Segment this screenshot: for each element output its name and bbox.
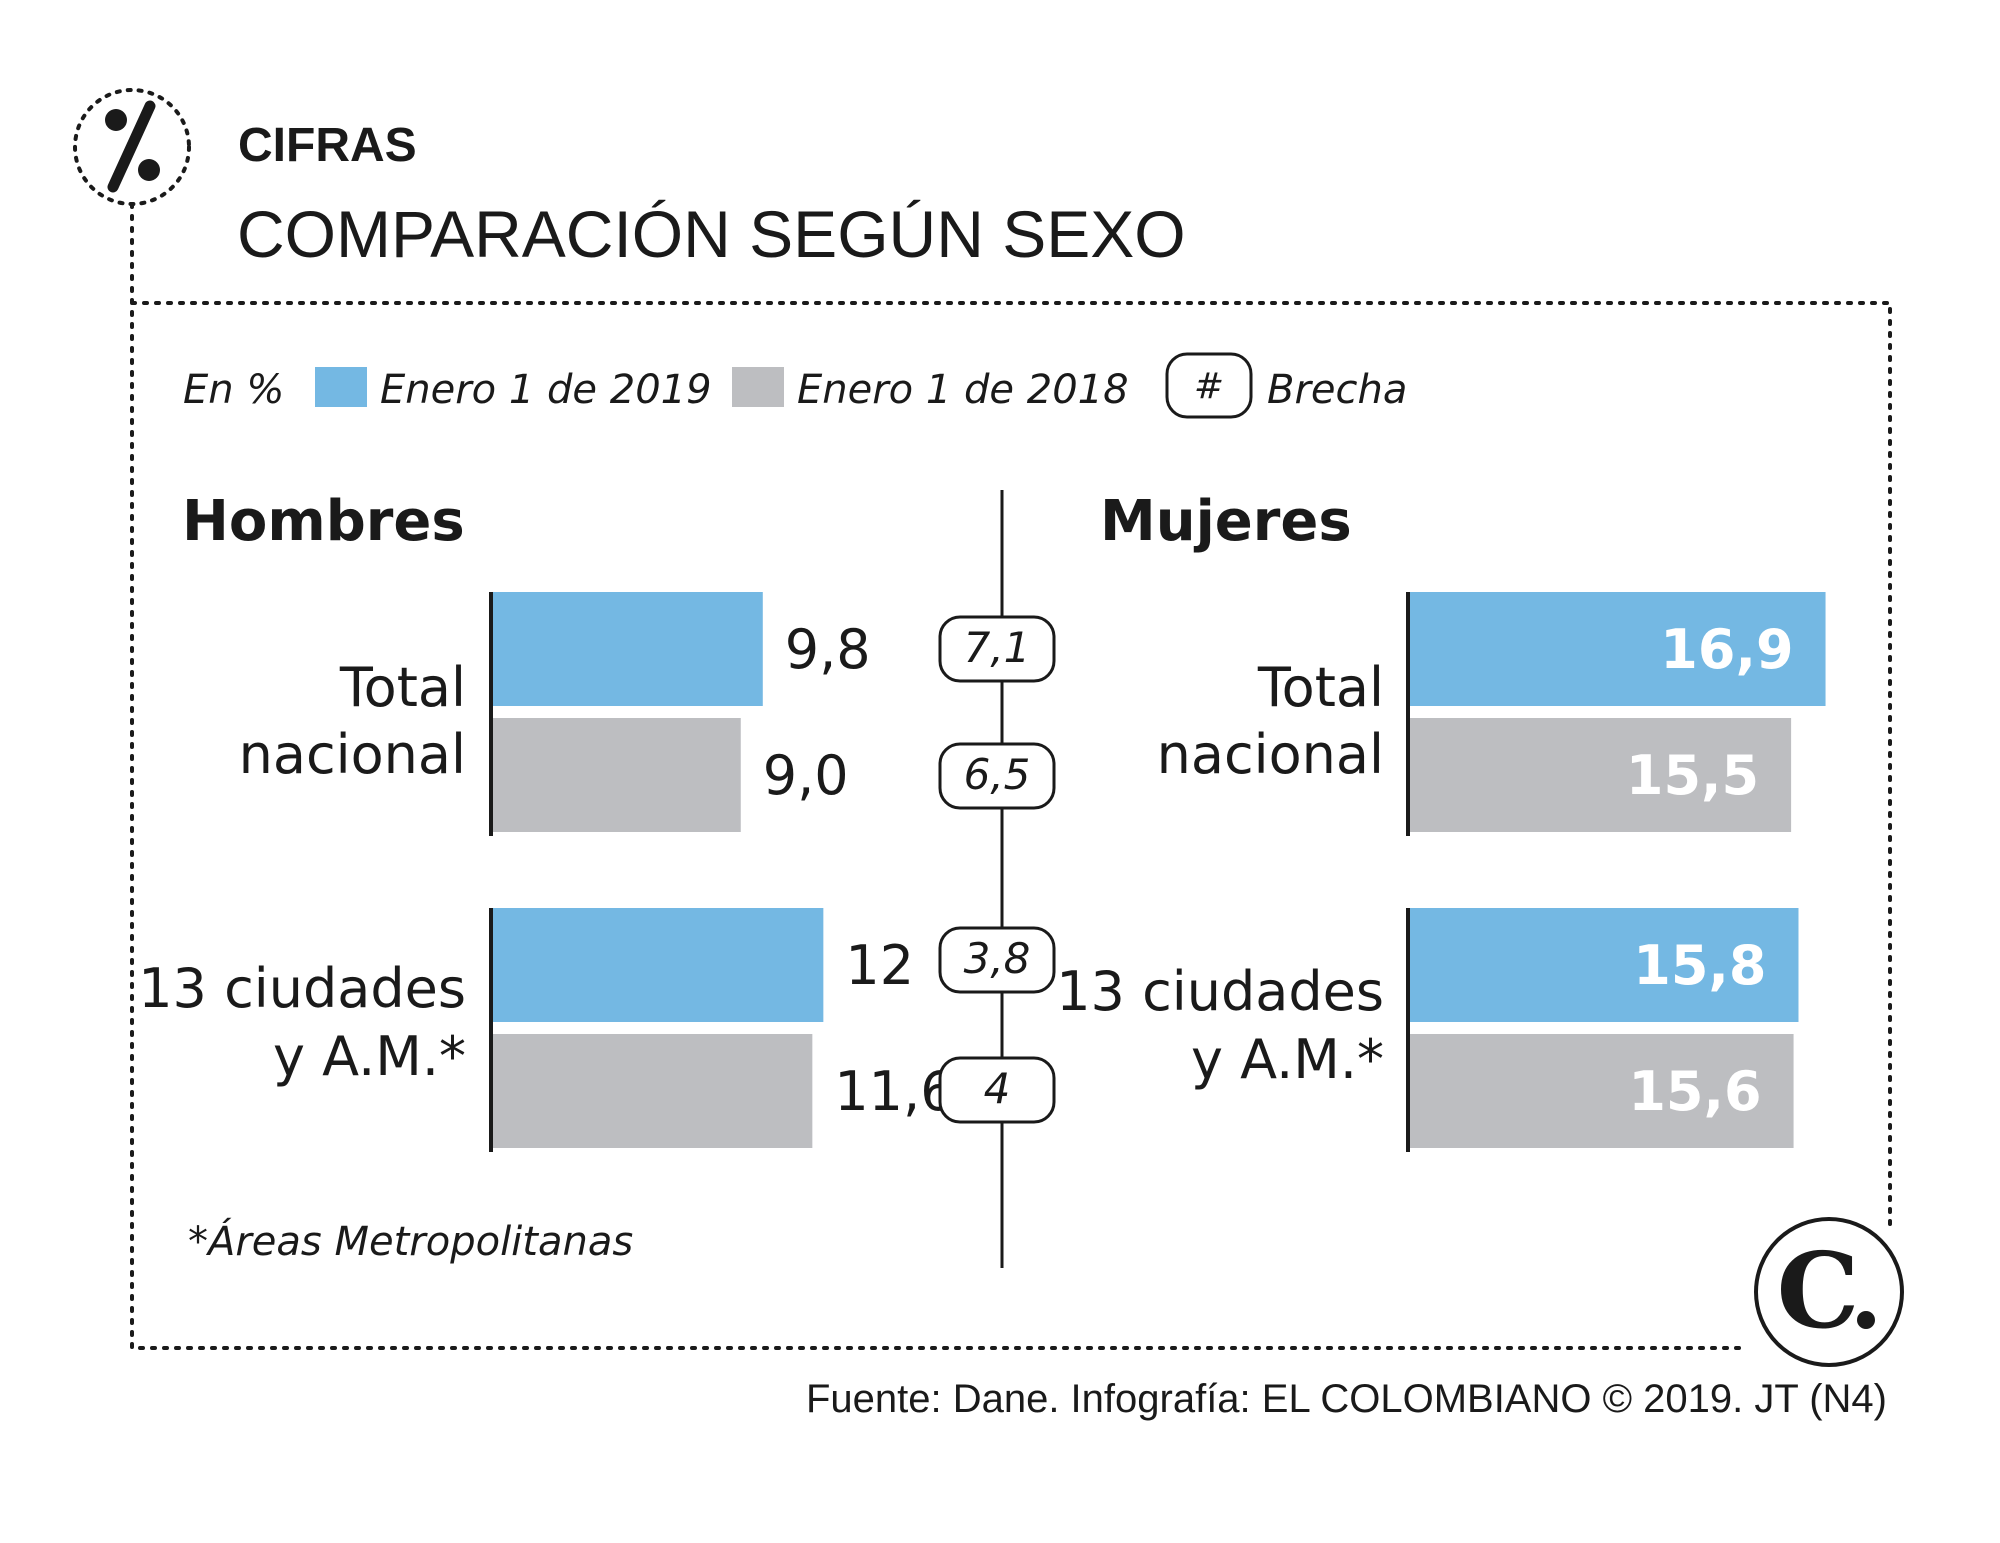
bar-mujeres-total-2019 (1410, 592, 1826, 706)
bar-mujeres-total-2018 (1410, 718, 1792, 832)
category-label: 13 ciudades (138, 957, 466, 1020)
legend: En % Enero 1 de 2019 Enero 1 de 2018 # B… (183, 352, 1407, 419)
gap-value: 4 (984, 1064, 1011, 1113)
value-label-hombres-total-2019: 9,8 (785, 618, 871, 681)
gap-value: 3,8 (964, 934, 1031, 983)
gap-pill: 7,1 (938, 615, 1056, 683)
legend-label-2019: Enero 1 de 2019 (380, 367, 712, 413)
page-title: COMPARACIÓN SEGÚN SEXO (237, 197, 1186, 271)
value-label-hombres-ciudades-2018: 11,6 (834, 1060, 954, 1123)
footnote: *Áreas Metropolitanas (188, 1217, 633, 1265)
logo-dot (1857, 1311, 1875, 1329)
source-credit: Fuente: Dane. Infografía: EL COLOMBIANO … (806, 1377, 1887, 1421)
legend-gap-pill (1165, 352, 1253, 419)
section-label: CIFRAS (238, 119, 417, 172)
bars-mujeres: 16,9 15,5 15,8 15,6 (1406, 592, 1826, 1152)
value-label-mujeres-ciudades-2019: 15,8 (1633, 934, 1766, 997)
dotted-frame (130, 202, 1892, 1350)
gap-value: 7,1 (964, 623, 1031, 672)
panel-title-mujeres: Mujeres (1100, 489, 1352, 554)
gap-pill: 4 (938, 1056, 1056, 1124)
bar-hombres-total-2019 (493, 592, 763, 706)
value-label-hombres-total-2018: 9,0 (763, 744, 849, 807)
gap-pill-frame (938, 742, 1056, 810)
legend-label-2018: Enero 1 de 2018 (797, 367, 1129, 413)
legend-gap-symbol: # (1194, 366, 1224, 407)
logo-letter: C (1777, 1229, 1860, 1352)
legend-swatch-2019 (315, 367, 367, 407)
bar-hombres-ciudades-2019 (493, 908, 824, 1022)
category-label: Total (339, 656, 466, 719)
gap-pill-frame (938, 615, 1056, 683)
category-label: 13 ciudades (1056, 960, 1384, 1023)
category-label: y A.M.* (273, 1025, 466, 1088)
bar-mujeres-ciudades-2018 (1410, 1034, 1794, 1148)
legend-swatch-2018 (732, 367, 784, 407)
gap-pill: 3,8 (938, 926, 1056, 994)
value-label-mujeres-ciudades-2018: 15,6 (1628, 1060, 1761, 1123)
gap-pill-frame (938, 926, 1056, 994)
value-label-mujeres-total-2019: 16,9 (1660, 618, 1793, 681)
value-label-hombres-ciudades-2019: 12 (845, 934, 914, 997)
percent-icon (73, 88, 191, 206)
category-label: y A.M.* (1191, 1028, 1384, 1091)
gap-value: 6,5 (964, 750, 1031, 799)
bar-hombres-total-2018 (493, 718, 741, 832)
category-label: nacional (1157, 723, 1384, 786)
category-label: Total (1257, 656, 1384, 719)
gap-pill: 6,5 (938, 742, 1056, 810)
value-label-mujeres-total-2018: 15,5 (1626, 744, 1759, 807)
legend-unit: En % (183, 367, 284, 413)
bars-hombres: 9,8 9,0 12 11,6 (489, 592, 955, 1152)
bar-hombres-ciudades-2018 (493, 1034, 813, 1148)
category-label: nacional (239, 723, 466, 786)
panel-title-hombres: Hombres (182, 489, 465, 554)
gap-pill-frame (938, 1056, 1056, 1124)
el-colombiano-logo: C (1754, 1217, 1904, 1367)
legend-gap-label: Brecha (1267, 367, 1407, 413)
bar-mujeres-ciudades-2019 (1410, 908, 1799, 1022)
